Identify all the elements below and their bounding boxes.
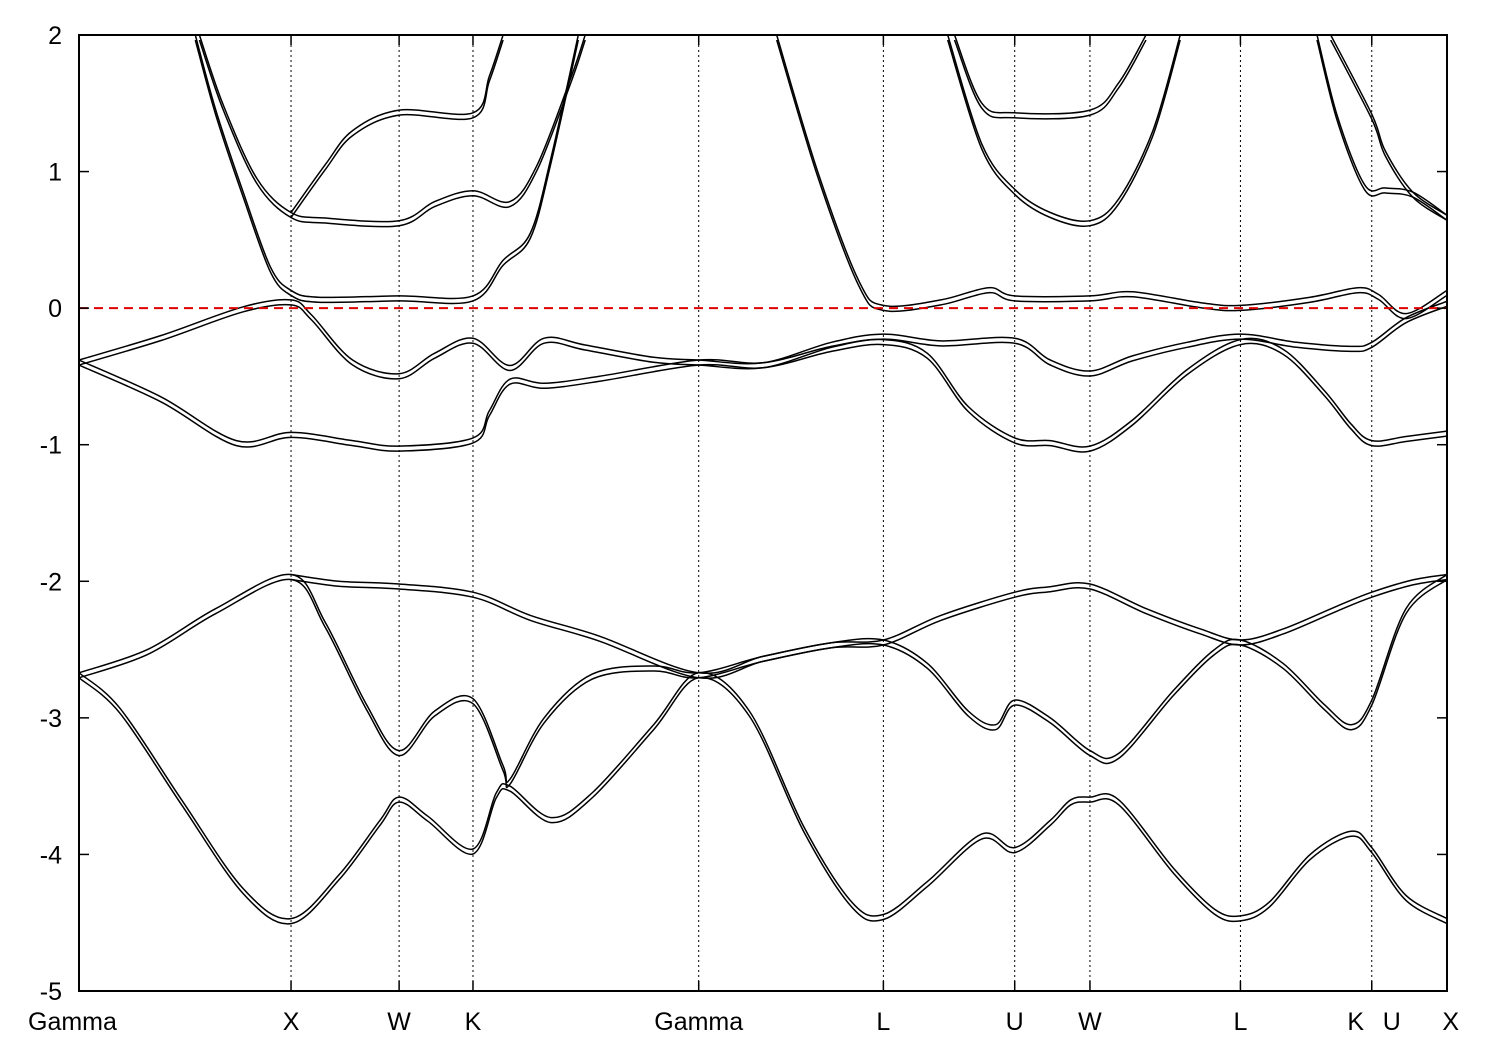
band-line-split — [79, 303, 1447, 380]
band-line — [79, 573, 1447, 784]
high-symmetry-lines — [290, 35, 1373, 991]
x-axis: Gamma X W K Gamma L U W L K U X — [28, 35, 1459, 1036]
y-tick-label: -1 — [40, 432, 62, 460]
band-line — [79, 298, 1447, 375]
band-line — [290, 573, 1447, 675]
band-line — [953, 35, 1147, 115]
x-tick-label: W — [387, 1008, 411, 1036]
band-line-split — [194, 40, 580, 305]
band-line — [79, 337, 1447, 448]
x-tick-label: L — [1233, 1008, 1247, 1036]
band-line-split — [1316, 40, 1447, 221]
y-tick-label: 0 — [48, 295, 62, 323]
band-line-split — [79, 342, 1447, 453]
plot-frame — [78, 34, 1448, 992]
y-tick-label: -4 — [40, 841, 62, 869]
x-tick-label: Gamma — [654, 1008, 743, 1036]
band-line — [194, 35, 580, 300]
x-tick-label: X — [283, 1008, 300, 1036]
y-axis: -5 -4 -3 -2 -1 0 1 2 — [40, 22, 1447, 1006]
band-line — [775, 35, 1447, 315]
x-tick-label: L — [876, 1008, 890, 1036]
x-tick-label: Gamma — [28, 1008, 117, 1036]
x-tick-label: K — [465, 1008, 482, 1036]
band-line-split — [198, 40, 586, 228]
band-curves — [79, 35, 1447, 925]
band-line — [79, 671, 1447, 920]
band-line-split — [775, 40, 1447, 320]
band-line — [1330, 35, 1447, 216]
x-tick-label: U — [1383, 1008, 1401, 1036]
band-line-split — [1330, 40, 1447, 221]
y-tick-label: 2 — [48, 22, 62, 50]
band-line-split — [946, 40, 1181, 227]
band-line-split — [79, 676, 1447, 925]
band-line — [290, 35, 504, 213]
y-tick-label: 1 — [48, 159, 62, 187]
band-line — [946, 35, 1181, 222]
band-line-split — [290, 578, 1447, 680]
x-tick-label: K — [1347, 1008, 1364, 1036]
x-tick-label: U — [1006, 1008, 1024, 1036]
y-tick-label: -2 — [40, 568, 62, 596]
x-tick-label: X — [1442, 1008, 1459, 1036]
y-tick-label: -3 — [40, 705, 62, 733]
band-line-split — [79, 578, 1447, 789]
band-line-split — [290, 40, 504, 218]
band-line — [1316, 35, 1447, 216]
x-tick-label: W — [1078, 1008, 1102, 1036]
band-line-split — [953, 40, 1147, 120]
y-tick-label: -5 — [40, 978, 62, 1006]
band-line — [198, 35, 586, 223]
